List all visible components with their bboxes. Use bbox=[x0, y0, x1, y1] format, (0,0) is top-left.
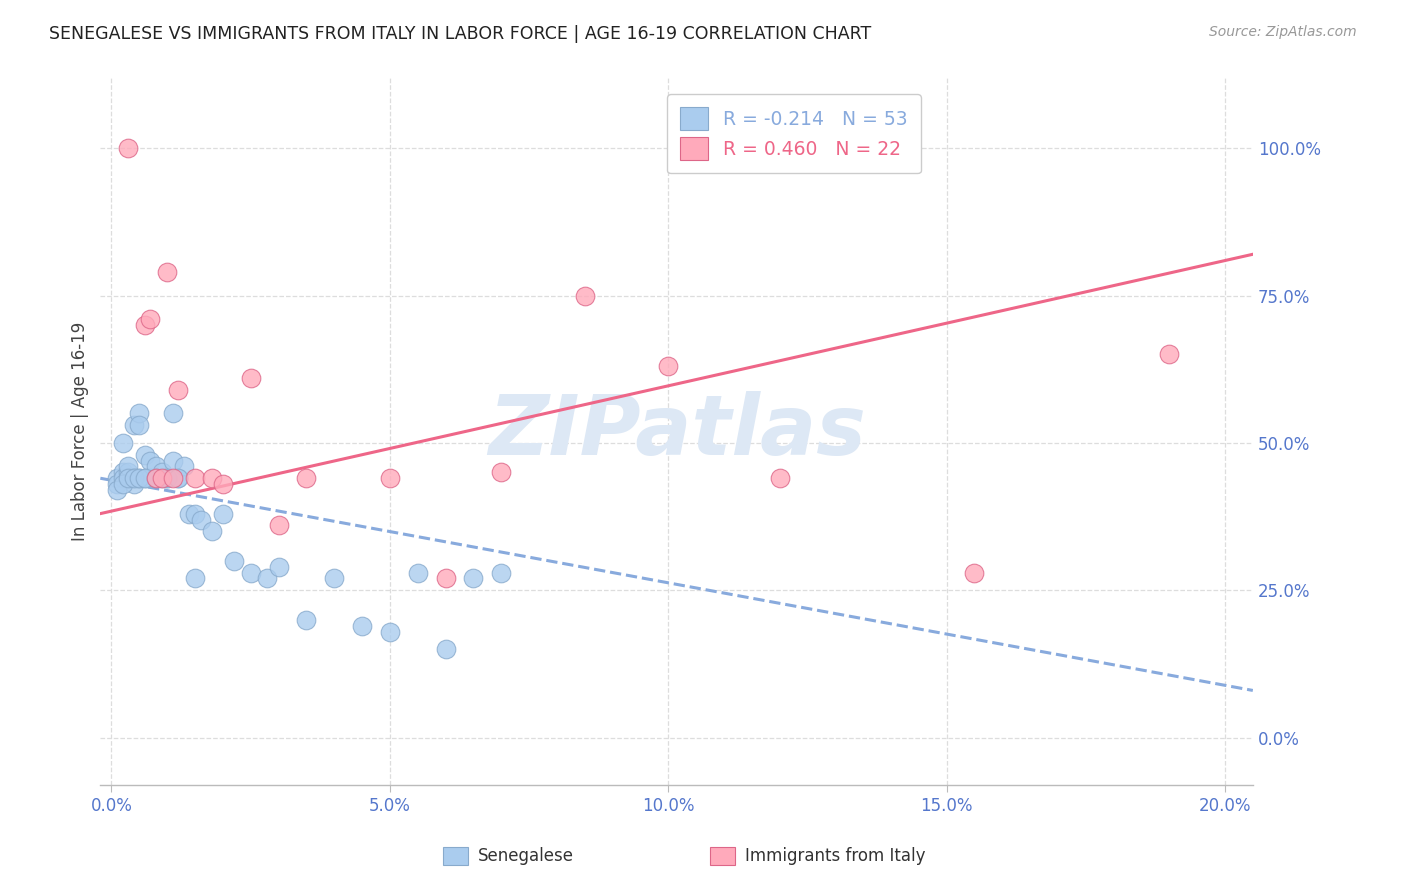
Point bbox=[211, 507, 233, 521]
Point bbox=[105, 471, 128, 485]
Point bbox=[111, 466, 134, 480]
Point bbox=[463, 571, 485, 585]
Point bbox=[139, 312, 162, 326]
Point bbox=[122, 477, 145, 491]
Point bbox=[117, 471, 139, 485]
Point bbox=[267, 518, 290, 533]
Point bbox=[111, 477, 134, 491]
Point bbox=[117, 141, 139, 155]
Point bbox=[239, 371, 262, 385]
Point bbox=[134, 448, 156, 462]
Point bbox=[190, 512, 212, 526]
Point bbox=[117, 466, 139, 480]
Point bbox=[128, 471, 150, 485]
Point bbox=[350, 618, 373, 632]
Point bbox=[150, 466, 173, 480]
Point bbox=[156, 471, 179, 485]
Point bbox=[434, 571, 457, 585]
Point bbox=[128, 471, 150, 485]
Point bbox=[489, 466, 512, 480]
Point bbox=[128, 418, 150, 433]
Point bbox=[267, 559, 290, 574]
Point bbox=[105, 477, 128, 491]
Point bbox=[117, 471, 139, 485]
Point bbox=[211, 477, 233, 491]
Point bbox=[145, 471, 167, 485]
Point bbox=[295, 471, 318, 485]
Point bbox=[167, 471, 190, 485]
Point bbox=[184, 507, 207, 521]
Point bbox=[378, 624, 401, 639]
Point bbox=[295, 613, 318, 627]
Point bbox=[139, 471, 162, 485]
Point bbox=[167, 383, 190, 397]
Point bbox=[105, 483, 128, 497]
Point bbox=[184, 471, 207, 485]
Point bbox=[574, 288, 596, 302]
Point bbox=[179, 507, 201, 521]
Point bbox=[156, 265, 179, 279]
Point bbox=[434, 642, 457, 657]
Y-axis label: In Labor Force | Age 16-19: In Labor Force | Age 16-19 bbox=[72, 321, 89, 541]
Text: Immigrants from Italy: Immigrants from Italy bbox=[745, 847, 925, 865]
Point bbox=[256, 571, 278, 585]
Point bbox=[134, 471, 156, 485]
Point bbox=[122, 418, 145, 433]
Point bbox=[167, 471, 190, 485]
Point bbox=[117, 459, 139, 474]
Point bbox=[156, 471, 179, 485]
Legend: R = -0.214   N = 53, R = 0.460   N = 22: R = -0.214 N = 53, R = 0.460 N = 22 bbox=[666, 94, 921, 173]
Point bbox=[162, 471, 184, 485]
Text: Source: ZipAtlas.com: Source: ZipAtlas.com bbox=[1209, 25, 1357, 39]
Point bbox=[139, 453, 162, 467]
Point bbox=[134, 318, 156, 332]
Point bbox=[145, 471, 167, 485]
Point bbox=[239, 566, 262, 580]
Point bbox=[378, 471, 401, 485]
Point bbox=[489, 566, 512, 580]
Text: Senegalese: Senegalese bbox=[478, 847, 574, 865]
Text: SENEGALESE VS IMMIGRANTS FROM ITALY IN LABOR FORCE | AGE 16-19 CORRELATION CHART: SENEGALESE VS IMMIGRANTS FROM ITALY IN L… bbox=[49, 25, 872, 43]
Text: ZIPatlas: ZIPatlas bbox=[488, 391, 866, 472]
Point bbox=[162, 406, 184, 420]
Point bbox=[201, 524, 224, 539]
Point bbox=[963, 566, 986, 580]
Point bbox=[122, 471, 145, 485]
Point bbox=[134, 471, 156, 485]
Point bbox=[657, 359, 679, 374]
Point bbox=[150, 471, 173, 485]
Point bbox=[111, 436, 134, 450]
Point bbox=[111, 471, 134, 485]
Point bbox=[150, 471, 173, 485]
Point bbox=[173, 459, 195, 474]
Point bbox=[406, 566, 429, 580]
Point bbox=[122, 471, 145, 485]
Point bbox=[145, 459, 167, 474]
Point bbox=[201, 471, 224, 485]
Point bbox=[1159, 347, 1181, 361]
Point bbox=[768, 471, 790, 485]
Point bbox=[323, 571, 346, 585]
Point bbox=[162, 453, 184, 467]
Point bbox=[128, 406, 150, 420]
Point bbox=[222, 554, 245, 568]
Point bbox=[184, 571, 207, 585]
